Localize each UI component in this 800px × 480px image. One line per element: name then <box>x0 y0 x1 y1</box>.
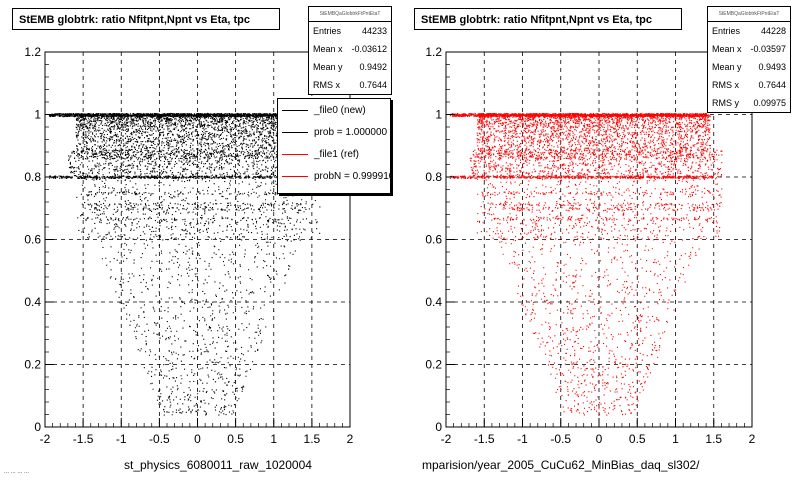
footnote: ... ... ... ... <box>4 469 30 475</box>
legend-box: _file0 (new) prob = 1.000000 _file1 (ref… <box>277 98 391 194</box>
x-tick-label: -0.5 <box>149 432 170 446</box>
y-tick-label: 0.8 <box>24 170 41 184</box>
x-tick-label: 2 <box>749 432 756 446</box>
y-tick-label: 0.2 <box>425 358 442 372</box>
y-tick-label: 0.6 <box>24 233 41 247</box>
stats-row-mean-x: Mean x -0.03597 <box>712 44 786 54</box>
legend-entry-file0: _file0 (new) <box>278 99 390 121</box>
left-x-axis-title: st_physics_6080011_raw_1020004 <box>124 458 312 472</box>
x-tick-label: 0 <box>596 432 603 446</box>
stats-row-rms-x: RMS x 0.7644 <box>712 80 786 90</box>
legend-entry-probn: probN = 0.999910 <box>278 165 390 187</box>
stats-row-entries: Entries 44233 <box>313 26 387 36</box>
y-tick-label: 0.4 <box>24 295 41 309</box>
legend-line-icon <box>282 153 308 155</box>
x-tick-label: 1.5 <box>304 432 321 446</box>
x-tick-label: -1 <box>517 432 528 446</box>
stats-box-header: StEMBQaGlobtrkFtPntEtaT <box>309 7 391 22</box>
legend-line-icon <box>282 131 308 133</box>
y-tick-label: 1 <box>435 108 442 122</box>
stats-box-header: StEMBQaGlobtrkFtPntEtaT <box>708 7 790 22</box>
y-tick-label: 0 <box>435 420 442 434</box>
legend-line-icon <box>282 175 308 177</box>
y-tick-label: 0 <box>34 420 41 434</box>
scatter-points-new <box>48 112 321 416</box>
x-tick-label: 0.5 <box>629 432 646 446</box>
stats-row-rms-x: RMS x 0.7644 <box>313 80 387 90</box>
x-tick-label: -2 <box>441 432 452 446</box>
x-tick-label: -2 <box>40 432 51 446</box>
stats-row-mean-x: Mean x -0.03612 <box>313 44 387 54</box>
stats-row-mean-y: Mean y 0.9493 <box>712 62 786 72</box>
right-stats-box: StEMBQaGlobtrkFtPntEtaT Entries 44228 Mea… <box>707 6 791 113</box>
x-tick-label: 1.5 <box>705 432 722 446</box>
legend-line-icon <box>282 109 308 111</box>
x-tick-label: 1 <box>270 432 277 446</box>
left-plot-title: StEMB globtrk: ratio Nfitpnt,Npnt vs Eta… <box>12 8 280 30</box>
y-tick-label: 0.4 <box>425 295 442 309</box>
left-stats-box: StEMBQaGlobtrkFtPntEtaT Entries 44233 Mea… <box>308 6 392 95</box>
y-tick-label: 0.6 <box>425 233 442 247</box>
scatter-points-ref <box>449 112 723 416</box>
y-tick-label: 1 <box>34 108 41 122</box>
y-tick-label: 1.2 <box>24 45 41 59</box>
x-tick-label: -1.5 <box>73 432 94 446</box>
right-plot-title: StEMB globtrk: ratio Nfitpnt,Npnt vs Eta… <box>414 8 682 30</box>
y-tick-label: 1.2 <box>425 45 442 59</box>
stats-row-entries: Entries 44228 <box>712 26 786 36</box>
stats-row-mean-y: Mean y 0.9492 <box>313 62 387 72</box>
x-tick-label: 0 <box>194 432 201 446</box>
y-tick-label: 0.2 <box>24 358 41 372</box>
x-tick-label: -0.5 <box>550 432 571 446</box>
y-tick-label: 0.8 <box>425 170 442 184</box>
x-tick-label: 1 <box>672 432 679 446</box>
x-tick-label: 0.5 <box>227 432 244 446</box>
stats-row-rms-y: RMS y 0.09975 <box>712 98 786 108</box>
x-tick-label: -1 <box>116 432 127 446</box>
legend-entry-prob: prob = 1.000000 <box>278 121 390 143</box>
legend-entry-file1: _file1 (ref) <box>278 143 390 165</box>
right-x-axis-title: mparision/year_2005_CuCu62_MinBias_daq_s… <box>422 458 700 472</box>
x-tick-label: -1.5 <box>474 432 495 446</box>
x-tick-label: 2 <box>347 432 354 446</box>
